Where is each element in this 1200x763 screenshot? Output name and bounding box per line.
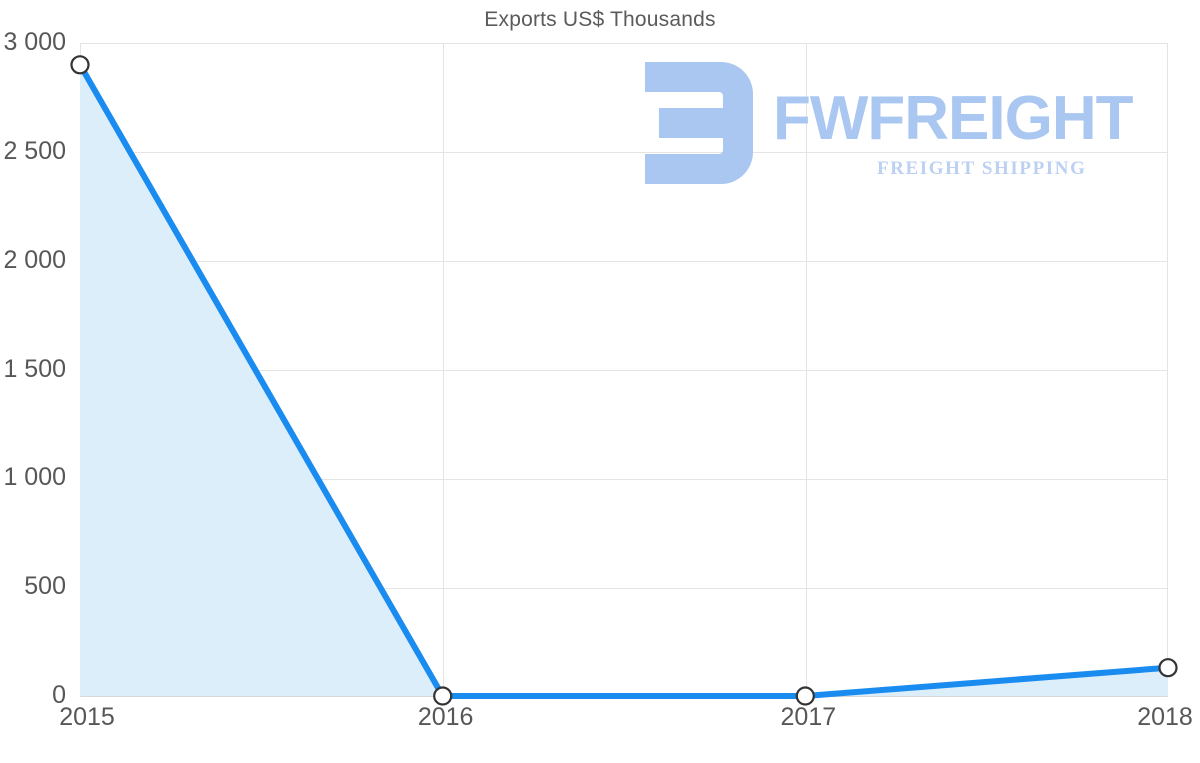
y-axis: 0 500 1 000 1 500 2 000 2 500 3 000 xyxy=(0,0,66,763)
y-axis-tick-label: 1 500 xyxy=(3,354,66,383)
y-axis-tick-label: 2 500 xyxy=(3,136,66,165)
y-axis-tick-label: 3 000 xyxy=(3,28,66,56)
data-point-marker[interactable] xyxy=(70,55,90,75)
series-area-fill xyxy=(80,64,1168,697)
y-axis-tick-label: 0 xyxy=(52,681,66,709)
series-line xyxy=(77,61,1171,699)
data-point-marker[interactable] xyxy=(1158,658,1178,678)
y-axis-tick-label: 500 xyxy=(24,572,66,601)
chart-title: Exports US$ Thousands xyxy=(484,8,716,31)
y-axis-tick-label: 2 000 xyxy=(3,245,66,274)
data-point-marker[interactable] xyxy=(795,686,815,706)
series-markers xyxy=(70,55,1178,706)
x-axis-tick-label: 2018 xyxy=(1137,703,1193,731)
horizontal-gridlines xyxy=(80,43,1168,697)
y-axis-tick-label: 1 000 xyxy=(3,463,66,492)
x-axis-tick-label: 2016 xyxy=(417,703,474,731)
data-point-marker[interactable] xyxy=(433,686,453,706)
x-axis-tick-label: 2017 xyxy=(780,703,837,731)
x-axis-tick-label: 2015 xyxy=(59,703,115,731)
